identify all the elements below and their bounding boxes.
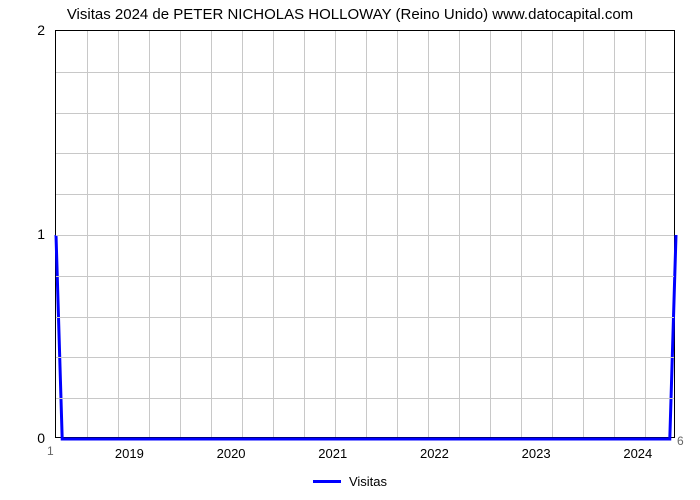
x-tick-label: 2024 bbox=[623, 446, 652, 461]
gridline-vertical bbox=[428, 31, 429, 437]
y-tick-label: 2 bbox=[0, 22, 45, 38]
y-tick-label: 0 bbox=[0, 430, 45, 446]
gridline-vertical bbox=[149, 31, 150, 437]
gridline-horizontal bbox=[56, 194, 674, 195]
gridline-vertical bbox=[273, 31, 274, 437]
gridline-vertical bbox=[490, 31, 491, 437]
gridline-horizontal bbox=[56, 72, 674, 73]
gridline-horizontal bbox=[56, 153, 674, 154]
legend-item-visitas: Visitas bbox=[313, 474, 387, 489]
chart-container: { "chart": { "type": "line", "title": "V… bbox=[0, 0, 700, 500]
legend: Visitas bbox=[0, 470, 700, 489]
gridline-horizontal bbox=[56, 398, 674, 399]
secondary-axis-start-label: 1 bbox=[47, 444, 54, 458]
gridline-horizontal bbox=[56, 357, 674, 358]
gridline-vertical bbox=[645, 31, 646, 437]
gridline-vertical bbox=[397, 31, 398, 437]
gridline-vertical bbox=[242, 31, 243, 437]
gridline-vertical bbox=[335, 31, 336, 437]
x-tick-label: 2021 bbox=[318, 446, 347, 461]
gridline-vertical bbox=[118, 31, 119, 437]
gridline-horizontal bbox=[56, 235, 674, 236]
x-tick-label: 2023 bbox=[522, 446, 551, 461]
gridline-vertical bbox=[87, 31, 88, 437]
gridline-vertical bbox=[459, 31, 460, 437]
gridline-horizontal bbox=[56, 317, 674, 318]
plot-area bbox=[55, 30, 675, 438]
gridline-vertical bbox=[366, 31, 367, 437]
gridline-horizontal bbox=[56, 113, 674, 114]
x-tick-label: 2020 bbox=[217, 446, 246, 461]
gridline-vertical bbox=[521, 31, 522, 437]
chart-title: Visitas 2024 de PETER NICHOLAS HOLLOWAY … bbox=[0, 6, 700, 23]
gridline-vertical bbox=[211, 31, 212, 437]
x-tick-label: 2019 bbox=[115, 446, 144, 461]
gridline-vertical bbox=[180, 31, 181, 437]
legend-swatch bbox=[313, 480, 341, 483]
x-tick-label: 2022 bbox=[420, 446, 449, 461]
gridline-vertical bbox=[583, 31, 584, 437]
gridline-vertical bbox=[552, 31, 553, 437]
legend-label: Visitas bbox=[349, 474, 387, 489]
y-tick-label: 1 bbox=[0, 226, 45, 242]
gridline-vertical bbox=[614, 31, 615, 437]
gridline-vertical bbox=[304, 31, 305, 437]
secondary-axis-end-label: 6 bbox=[677, 434, 684, 448]
gridline-horizontal bbox=[56, 276, 674, 277]
